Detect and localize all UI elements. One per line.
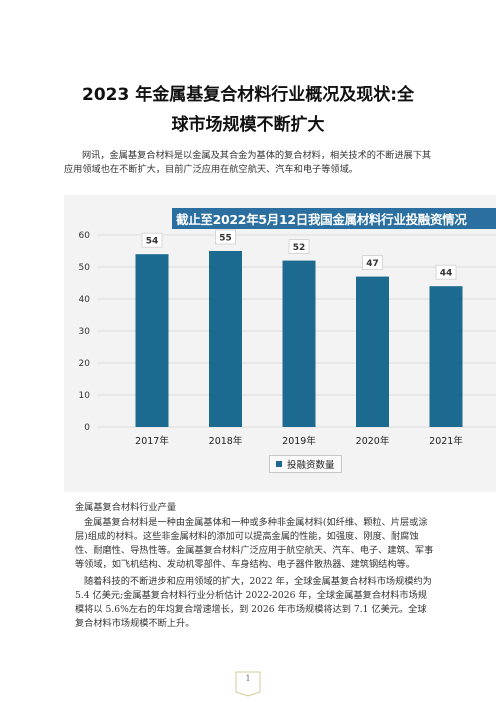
y-tick-label: 0: [84, 423, 90, 433]
y-tick-label: 40: [79, 295, 91, 305]
page-footer: 1: [228, 668, 268, 698]
page-number: 1: [245, 674, 251, 683]
data-label-box: [362, 255, 383, 270]
y-tick-label: 30: [79, 327, 91, 337]
bar: [429, 286, 463, 427]
data-label: 54: [146, 237, 159, 247]
data-label: 47: [366, 259, 379, 269]
legend-swatch: [276, 461, 282, 467]
doc-title-line2: 球市场规模不断扩大: [171, 115, 325, 135]
data-label-box: [141, 232, 163, 248]
chart-legend: 投融资数量: [269, 455, 342, 473]
doc-title-line1: 2023 年金属基复合材料行业概况及现状:全: [81, 85, 415, 105]
section-paragraph-2: 随着科技的不断进步和应用领域的扩大，2022 年，全球金属基复合材料市场规模约为…: [75, 576, 432, 629]
x-tick-label: 2018年: [209, 435, 243, 447]
data-label-box: [215, 229, 236, 245]
y-tick-label: 60: [79, 231, 91, 241]
bar: [356, 276, 389, 427]
bar: [135, 254, 169, 427]
section-heading: 金属基复合材料行业产量: [75, 502, 177, 513]
page-number-ornament: [235, 671, 261, 697]
chart-plot: 0 10 20 30 40 50 60 2017年 54 2018年 55 2019年 52 2020年 4…: [79, 229, 496, 447]
bar-chart: 0 10 20 30 40 50 60 2017年 54 2018年 55 2019年 52 2020年 4…: [64, 195, 496, 492]
y-tick-label: 20: [79, 359, 91, 369]
data-label: 44: [440, 269, 453, 279]
bar: [209, 251, 242, 427]
x-tick-label: 2020年: [356, 435, 390, 447]
legend-label: 投融资数量: [287, 460, 335, 471]
x-tick-label: 2019年: [282, 435, 316, 447]
data-label-box: [288, 239, 310, 254]
x-tick-label: 2021年: [429, 435, 463, 447]
y-tick-label: 10: [79, 391, 91, 401]
x-tick-label: 2017年: [135, 435, 169, 447]
bar: [282, 260, 316, 427]
data-label-box: [435, 264, 457, 280]
y-tick-label: 50: [79, 263, 91, 273]
intro-paragraph: 网讯，金属基复合材料是以金属及其合金为基体的复合材料，相关技术的不断进展下其应用…: [64, 150, 432, 175]
chart-title: 截止至2022年5月12日我国金属材料行业投融资情况: [172, 208, 496, 229]
section-paragraph-1: 金属基复合材料是一种由金属基体和一种或多种非金属材料(如纤维、颗粒、片层或涂层)…: [75, 517, 434, 570]
data-label: 52: [293, 243, 306, 253]
data-label: 55: [219, 234, 232, 244]
